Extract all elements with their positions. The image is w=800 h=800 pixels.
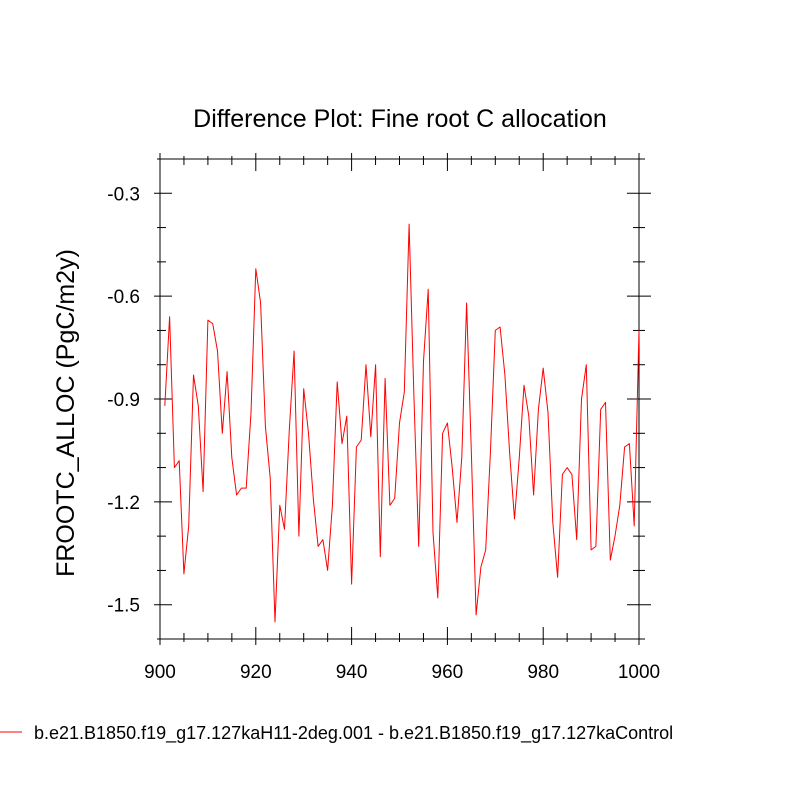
x-tick-label: 980 [527, 662, 559, 683]
x-tick-label: 1000 [618, 662, 660, 683]
data-series-line [164, 223, 640, 623]
y-tick-label: -0.6 [107, 287, 140, 308]
axis-ticks [154, 153, 651, 645]
x-tick-label: 960 [432, 662, 464, 683]
chart-title: Difference Plot: Fine root C allocation [193, 105, 607, 133]
y-axis-label: FROOTC_ALLOC (PgC/m2y) [52, 249, 80, 577]
x-tick-label: 900 [144, 662, 176, 683]
y-tick-label: -1.5 [107, 596, 140, 617]
x-tick-label: 920 [240, 662, 272, 683]
tick-labels: 900 920 940 960 980 1000 -0.3 -0.6 -0.9 -1.2 -1.5 [107, 184, 660, 683]
legend: b.e21.B1850.f19_g17.127kaH11-2deg.001 - … [0, 723, 673, 744]
y-tick-label: -1.2 [107, 493, 140, 514]
legend-label: b.e21.B1850.f19_g17.127kaH11-2deg.001 - … [34, 723, 673, 744]
y-tick-label: -0.3 [107, 184, 140, 205]
plot-frame [159, 158, 640, 640]
x-tick-label: 940 [336, 662, 368, 683]
y-tick-label: -0.9 [107, 390, 140, 411]
